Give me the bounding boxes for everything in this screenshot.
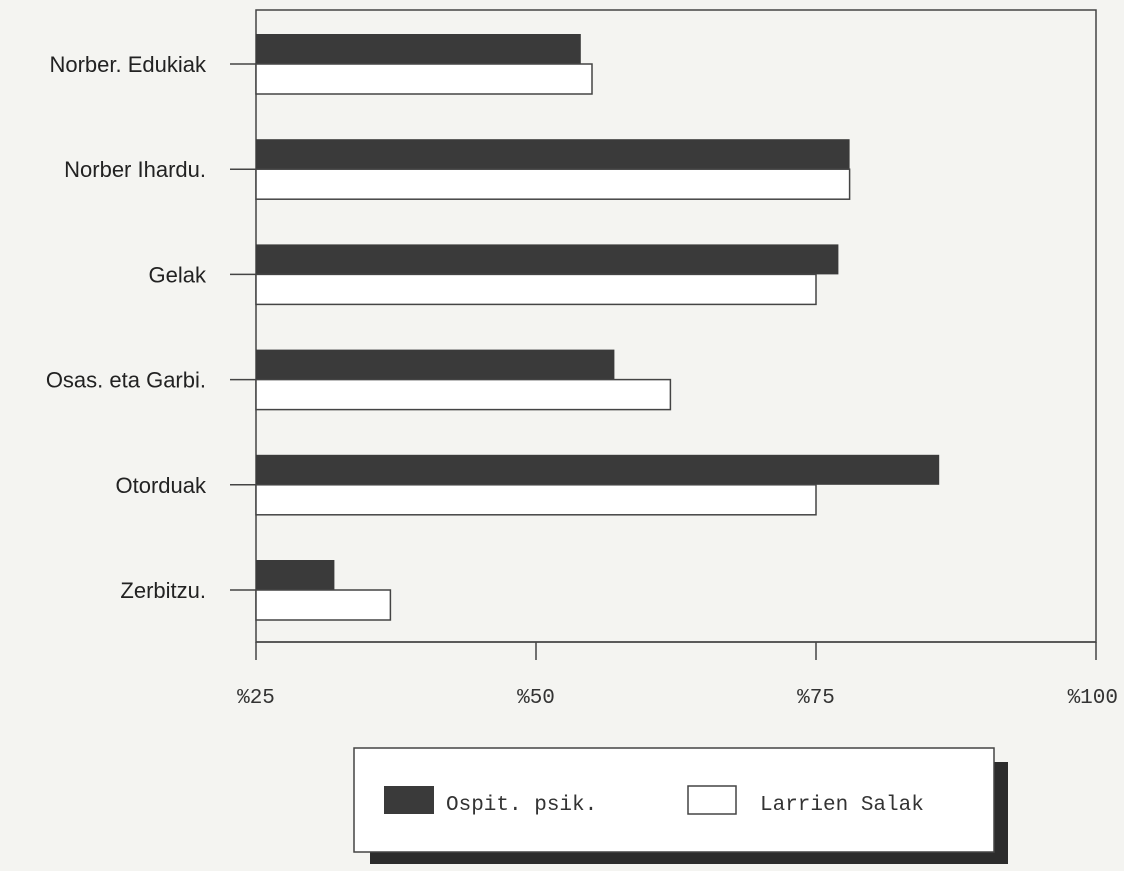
- x-tick-label-25: %25: [237, 687, 275, 710]
- bar-ospit-psik-otorduak: [256, 454, 940, 485]
- category-labels: Norber. Edukiak Norber Ihardu. Gelak Osas. …: [46, 52, 256, 603]
- plot-frame: [255, 9, 1097, 643]
- bar-larrien-salak-osas-eta-garbi: [255, 378, 672, 411]
- legend-box: [353, 747, 995, 853]
- legend-swatch-larrien: [687, 785, 737, 815]
- category-label-gelak: Gelak: [149, 262, 207, 287]
- x-tick-label-75: %75: [797, 687, 835, 710]
- bar-larrien-salak-gelak: [255, 273, 817, 306]
- category-label-norber-ihardu: Norber Ihardu.: [64, 157, 206, 182]
- category-label-zerbitzu: Zerbitzu.: [120, 578, 206, 603]
- bar-ospit-psik-norber-edukiak: [256, 34, 581, 64]
- legend-label-ospit: Ospit. psik.: [446, 794, 597, 817]
- legend-label-larrien: Larrien Salak: [760, 794, 924, 817]
- category-label-osas-eta-garbi: Osas. eta Garbi.: [46, 368, 206, 393]
- x-tick-label-50: %50: [517, 687, 555, 710]
- legend-swatch-ospit: [384, 786, 434, 814]
- bar-larrien-salak-otorduak: [255, 484, 817, 516]
- legend: Ospit. psik. Larrien Salak: [353, 747, 1008, 864]
- bar-larrien-salak-zerbitzu: [255, 589, 392, 621]
- bars-group: [255, 34, 940, 621]
- category-label-norber-edukiak: Norber. Edukiak: [49, 52, 207, 77]
- bar-larrien-salak-norber-ihardu: [255, 168, 851, 200]
- bar-larrien-salak-norber-edukiak: [255, 63, 593, 95]
- x-ticks: %25 %50 %75 %100: [237, 642, 1118, 710]
- bar-ospit-psik-zerbitzu: [256, 560, 335, 590]
- bar-ospit-psik-osas-eta-garbi: [256, 349, 615, 380]
- bar-ospit-psik-norber-ihardu: [256, 139, 850, 170]
- x-tick-label-100: %100: [1068, 687, 1118, 710]
- category-label-otorduak: Otorduak: [116, 473, 207, 498]
- bar-ospit-psik-gelak: [256, 244, 839, 275]
